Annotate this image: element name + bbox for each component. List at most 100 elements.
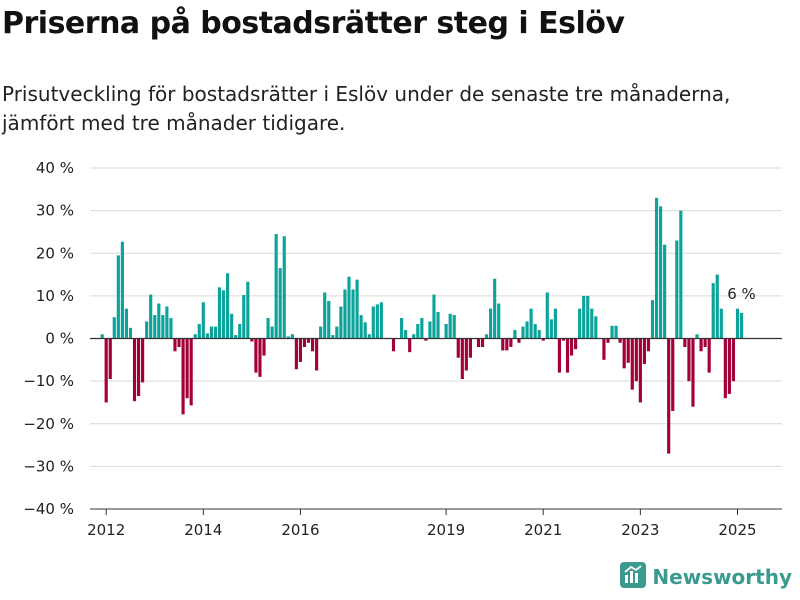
bar	[602, 338, 606, 360]
bar	[642, 338, 646, 365]
newsworthy-logo-icon	[620, 562, 647, 592]
bar	[557, 338, 562, 373]
bar	[351, 289, 355, 339]
x-tick-label: 2019	[427, 521, 465, 539]
bar	[650, 300, 655, 339]
x-tick-label: 2012	[87, 521, 125, 539]
bar	[221, 290, 226, 339]
x-axis: 2012 2014 2016 2019 2021 2023 2025	[87, 508, 782, 539]
bar	[606, 338, 610, 343]
bar	[201, 302, 205, 339]
latest-value-label: 6 %	[727, 285, 756, 303]
bar	[153, 315, 157, 339]
bar	[262, 338, 266, 356]
bar	[404, 329, 408, 339]
bar	[493, 278, 497, 339]
bar	[731, 338, 736, 382]
bar	[339, 306, 343, 339]
bar	[436, 312, 440, 339]
bar	[189, 338, 193, 406]
bar	[128, 327, 133, 339]
y-tick-label: 30 %	[36, 202, 74, 220]
bar	[590, 308, 594, 339]
bar	[266, 318, 270, 339]
bar	[120, 241, 124, 339]
bar	[432, 294, 436, 339]
bar	[185, 338, 189, 399]
y-tick-label: −20 %	[23, 415, 74, 433]
bar	[448, 313, 452, 339]
bar	[310, 338, 315, 352]
bar	[497, 303, 501, 339]
bar	[347, 276, 351, 339]
bar	[735, 308, 740, 339]
bar	[456, 338, 460, 358]
bar	[553, 308, 557, 339]
bar	[112, 317, 116, 339]
bar	[634, 338, 638, 382]
bar	[197, 324, 201, 339]
bar	[258, 338, 262, 377]
bar	[343, 289, 347, 339]
bar	[254, 338, 258, 373]
bar	[104, 338, 108, 403]
bar	[286, 336, 290, 339]
bar	[521, 326, 525, 339]
bar	[501, 338, 505, 351]
bar	[230, 313, 234, 339]
bar	[173, 338, 177, 352]
bar	[278, 268, 282, 339]
bar	[234, 335, 238, 339]
bar	[671, 338, 675, 411]
bar	[687, 338, 691, 382]
bar	[298, 338, 303, 362]
bar	[715, 274, 719, 339]
bar	[335, 326, 339, 339]
bar	[136, 338, 141, 397]
y-tick-label: 10 %	[36, 287, 74, 305]
bar	[331, 335, 335, 339]
bar	[529, 308, 533, 339]
bar	[161, 315, 165, 339]
bar	[424, 338, 428, 341]
bar	[630, 338, 634, 390]
bar	[379, 302, 383, 339]
bar	[238, 324, 242, 339]
bar	[739, 312, 744, 339]
bar	[646, 338, 651, 352]
bar	[315, 338, 319, 371]
bar	[468, 338, 472, 358]
bar	[327, 300, 331, 339]
bar	[707, 338, 711, 373]
bar	[363, 322, 367, 339]
bar	[391, 338, 396, 352]
bar	[460, 338, 464, 379]
bar	[319, 326, 323, 339]
bar	[246, 281, 250, 339]
bar	[509, 338, 513, 348]
x-tick-label: 2021	[524, 521, 562, 539]
bar	[108, 338, 112, 379]
bar	[412, 334, 416, 339]
bar	[408, 338, 412, 353]
bar	[711, 283, 715, 339]
bar	[464, 338, 468, 371]
bar	[213, 326, 218, 339]
bar	[149, 294, 153, 339]
bar	[626, 338, 630, 363]
bar	[667, 338, 671, 454]
bar	[359, 315, 363, 339]
bar	[659, 206, 663, 339]
bar	[574, 338, 578, 350]
bar	[141, 338, 145, 383]
bar	[480, 338, 485, 348]
bar	[416, 324, 420, 339]
y-tick-label: 40 %	[36, 159, 74, 177]
bar	[541, 338, 545, 341]
y-tick-label: −30 %	[23, 457, 74, 475]
bar	[217, 287, 222, 339]
bar	[638, 338, 642, 403]
bar	[618, 338, 622, 343]
bar	[444, 324, 448, 339]
